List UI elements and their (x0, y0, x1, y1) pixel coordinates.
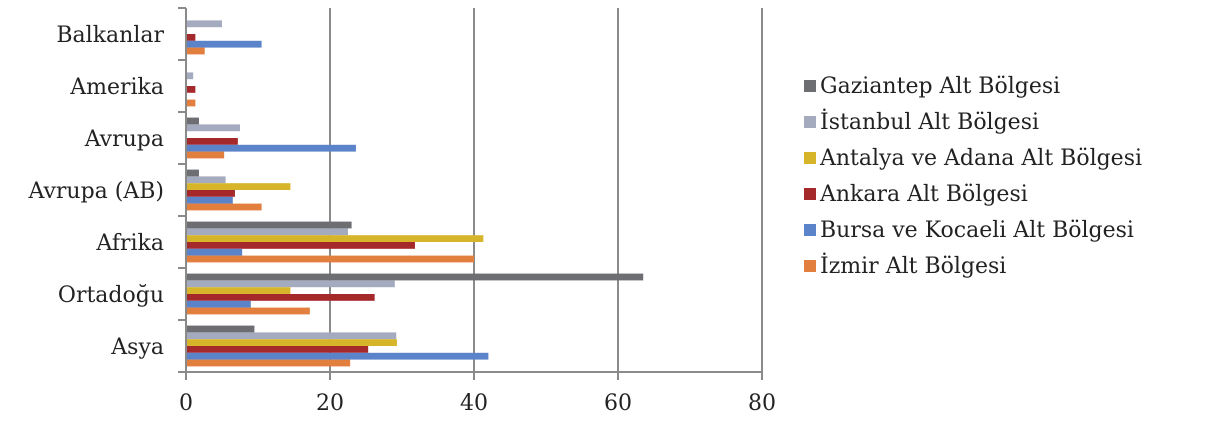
legend-swatch (804, 116, 816, 128)
bar (187, 117, 199, 125)
legend-swatch (804, 224, 816, 236)
legend-label: Antalya ve Adana Alt Bölgesi (819, 146, 1142, 171)
legend-label: Gaziantep Alt Bölgesi (820, 74, 1060, 99)
bar (187, 196, 233, 204)
category-label: Avrupa (AB) (27, 179, 164, 204)
bar (187, 273, 644, 281)
legend-swatch (804, 80, 816, 92)
x-tick-label: 60 (604, 391, 632, 416)
category-label: Amerika (69, 75, 164, 100)
x-tick-label: 80 (748, 391, 776, 416)
bar (187, 228, 348, 236)
bar (187, 325, 255, 333)
bar (187, 203, 262, 211)
x-tick-labels: 0 20 40 60 80 (179, 391, 776, 416)
bar (187, 183, 291, 190)
bar (187, 47, 205, 55)
bar (187, 144, 356, 152)
bar (187, 300, 251, 308)
bar (187, 221, 352, 229)
bar (187, 332, 397, 340)
bar (187, 40, 262, 48)
bar (187, 235, 484, 242)
legend-swatch (804, 260, 816, 272)
bar (187, 138, 238, 145)
bar (187, 339, 397, 346)
bar (187, 124, 240, 132)
legend-swatch (804, 152, 816, 164)
x-tick-label: 0 (179, 391, 193, 416)
bar (187, 294, 375, 301)
legend-label: Bursa ve Kocaeli Alt Bölgesi (820, 218, 1134, 243)
bar (187, 190, 235, 197)
bar (187, 72, 194, 80)
category-labels: Asya Ortadoğu Afrika Avrupa (AB) Avrupa Ameri… (27, 23, 164, 360)
legend-label: Ankara Alt Bölgesi (819, 182, 1028, 207)
category-label: Ortadoğu (58, 283, 164, 308)
category-label: Avrupa (84, 127, 164, 152)
legend: Gaziantep Alt Bölgesi İstanbul Alt Bölges… (804, 74, 1142, 279)
legend-swatch (804, 188, 816, 200)
bar (187, 287, 291, 294)
bar (187, 151, 225, 159)
bar (187, 346, 369, 353)
bar (187, 169, 199, 177)
bar (187, 242, 415, 249)
bar (187, 99, 196, 107)
bar (187, 280, 395, 288)
category-label: Asya (110, 335, 164, 360)
bar (187, 20, 222, 28)
bar (187, 248, 243, 256)
bar (187, 34, 196, 41)
category-label: Balkanlar (56, 23, 164, 48)
legend-label: İzmir Alt Bölgesi (820, 252, 1006, 279)
bars (187, 20, 644, 367)
bar (187, 359, 351, 367)
bar (187, 352, 489, 360)
bar (187, 307, 310, 315)
x-tick-label: 40 (460, 391, 488, 416)
bar (187, 255, 474, 263)
bar (187, 86, 196, 93)
x-tick-label: 20 (316, 391, 344, 416)
category-label: Afrika (95, 231, 164, 256)
gridlines (329, 8, 763, 372)
bar (187, 176, 226, 184)
axes (178, 7, 763, 380)
legend-label: İstanbul Alt Bölgesi (820, 108, 1039, 135)
